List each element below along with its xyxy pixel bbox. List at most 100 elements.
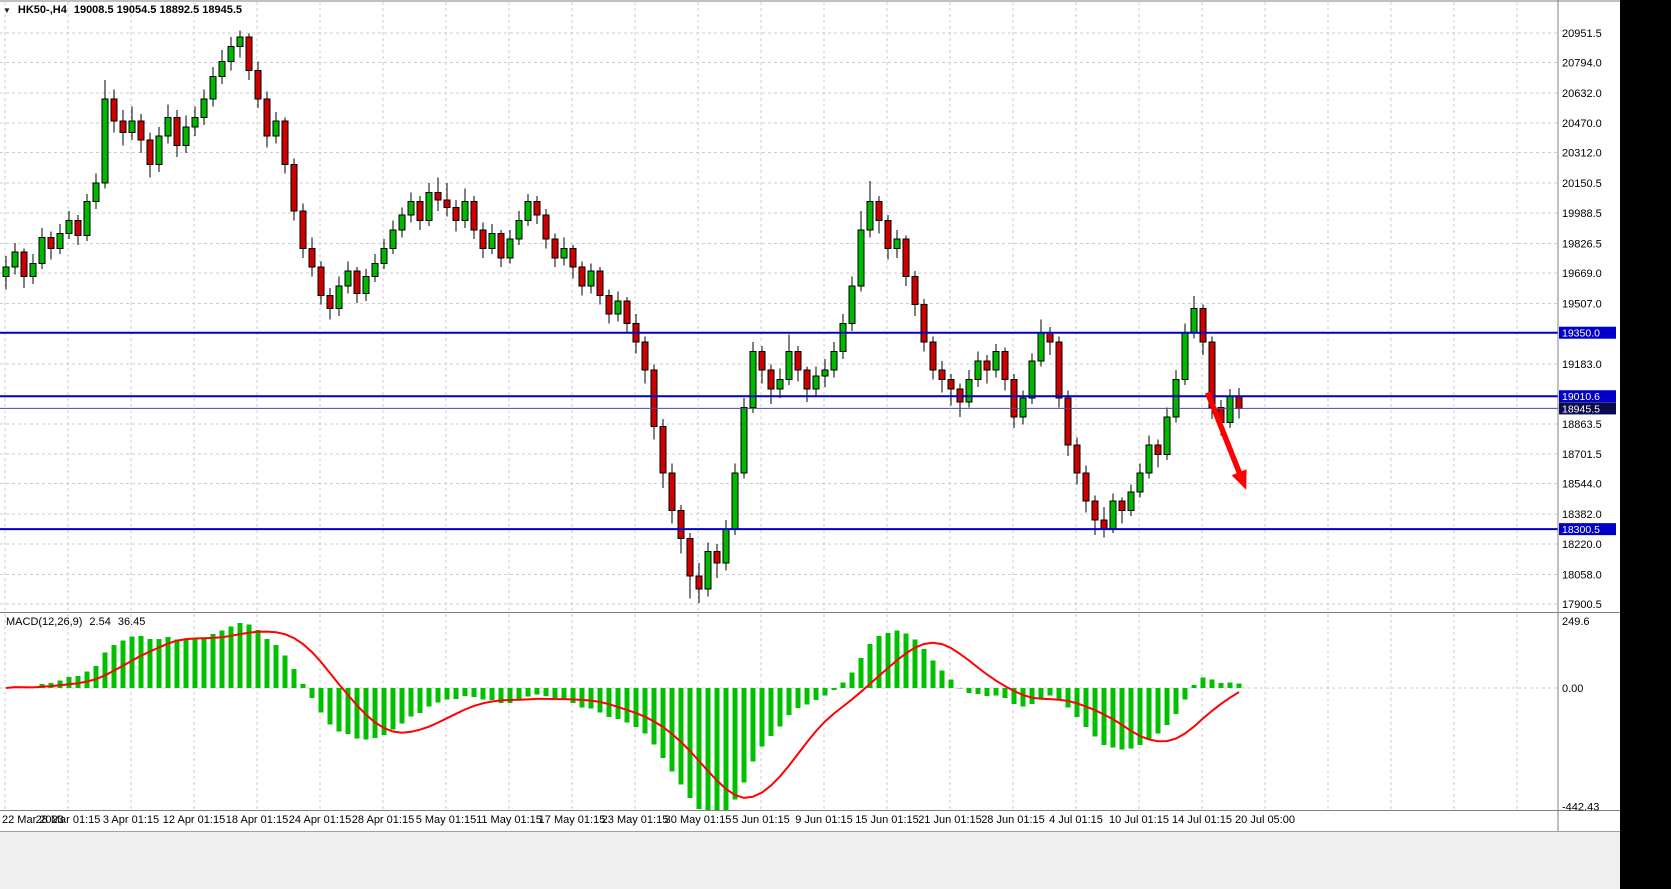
time-scale[interactable] [0,810,1558,832]
price-scale[interactable] [1558,0,1620,810]
candle-body [740,407,748,474]
candle-body [758,350,766,371]
trend-arrow[interactable] [1204,391,1247,490]
time-label: 28 Apr 01:15 [352,814,414,826]
candle-body [1235,396,1243,409]
candle-body [983,360,991,371]
price-label: 19183.0 [1562,359,1602,371]
price-label: 18544.0 [1562,479,1602,491]
candle-body [290,163,298,212]
candle-body [533,201,541,216]
candle-body [839,322,847,352]
candle-body [443,199,451,208]
candle-body [308,248,316,268]
candle-body [893,238,901,250]
price-label: 19507.0 [1562,298,1602,310]
price-label: 19826.5 [1562,239,1602,251]
grid-layer [0,2,1558,811]
candle-body [56,233,64,250]
candle-body [65,219,73,235]
price-label: 19988.5 [1562,208,1602,220]
candle-body [542,214,550,240]
candle-body [263,98,271,137]
candle-body [668,472,676,512]
time-label: 10 Jul 01:15 [1109,814,1169,826]
candle-body [605,294,613,315]
candle-body [20,251,28,278]
time-label: 5 Jun 01:15 [732,814,790,826]
level-price-badge [1559,523,1616,536]
hline-layer [0,331,1558,531]
candle-body [434,191,442,201]
time-label: 28 Mar 01:15 [36,814,101,826]
price-label: 17900.5 [1562,599,1602,611]
arrow-head [1231,469,1247,490]
candle-body [551,238,559,259]
candle-body [146,139,154,165]
macd-pane [5,622,1242,811]
level-price-badge-label: 18300.5 [1562,524,1600,536]
candle-body [1100,519,1108,530]
macd-signal-value: 36.45 [117,616,146,628]
candle-body [371,262,379,278]
candle-body [1172,379,1180,418]
candle-body [1190,307,1198,334]
candle-body [11,251,19,268]
candle-body [353,270,361,294]
candle-body [596,270,604,296]
candle-body [200,98,208,118]
candle-body [614,300,622,315]
candle-body [821,369,829,377]
candle-body [1082,472,1090,502]
candle-body [1136,472,1144,493]
candle-body [1028,360,1036,399]
candle-body [650,369,658,427]
candle-body [452,206,460,221]
candle-body [1019,397,1027,418]
candle-body [641,341,649,371]
macd-scale-label: 249.6 [1562,616,1590,628]
candle-body [497,233,505,259]
price-axis: 20951.5 20794.0 20632.0 20470.0 20312.0 20150… [1559,28,1616,814]
time-label: 22 Mar 2023 [2,814,64,826]
candle-body [1091,500,1099,521]
candle-body [812,375,820,390]
candle-body [1118,500,1126,512]
candle-body [1073,444,1081,474]
candle-body [1001,350,1009,381]
candle-body [137,120,145,141]
candle-body [326,294,334,309]
candle-body [398,214,406,231]
candle-body [731,472,739,530]
price-label: 18220.0 [1562,539,1602,551]
candle-body [110,98,118,122]
candle-body [1010,379,1018,418]
macd-histogram [12,622,1242,811]
macd-signal-line [5,630,1240,799]
candle-body [227,45,235,62]
candle-body [164,116,172,137]
time-label: 5 May 01:15 [416,814,477,826]
candle-body [1127,491,1135,512]
ohlc-values: 19008.5 19054.5 18892.5 18945.5 [73,4,243,16]
candle-body [794,350,802,371]
time-label: 24 Apr 01:15 [289,814,351,826]
candle-body [1145,444,1153,474]
candle-body [155,135,163,165]
time-label: 9 Jun 01:15 [795,814,853,826]
candle-body [317,266,325,296]
candle-body [29,262,37,278]
price-label: 18058.0 [1562,570,1602,582]
candle-body [1199,307,1207,343]
candle-body [776,379,784,390]
candle-body [965,379,973,403]
candle-body [191,116,199,128]
symbol-marker-icon: ▼ [3,5,11,15]
candle-body [560,248,568,259]
symbol-period-label: HK50-,H4 [17,4,67,16]
candle-body [479,229,487,250]
candle-body [1109,500,1117,530]
price-label: 18382.0 [1562,509,1602,521]
